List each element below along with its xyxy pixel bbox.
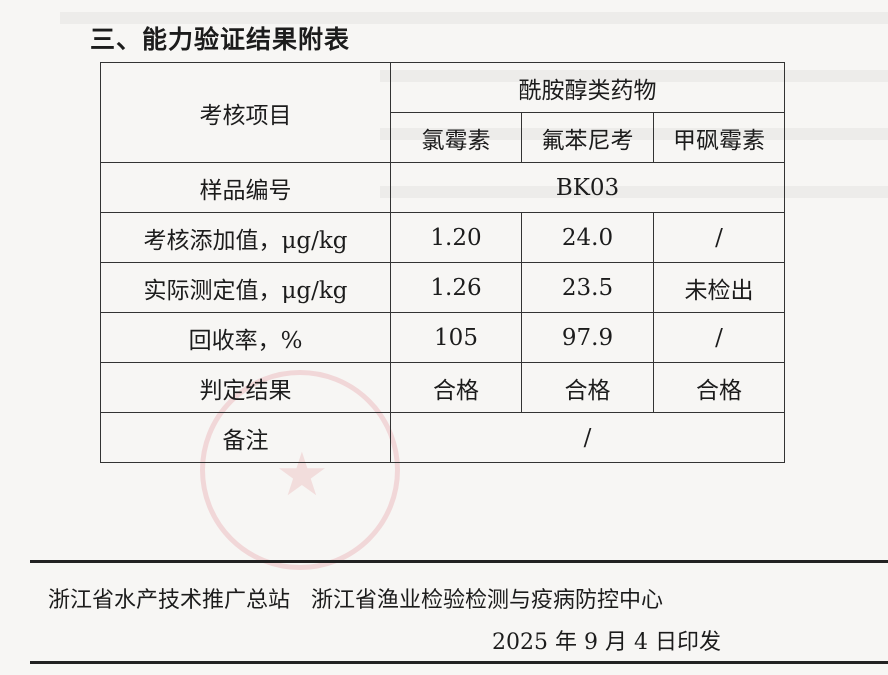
row-label: 实际测定值，μg/kg (100, 262, 391, 313)
issue-date: 2025 年 9 月 4 日印发 (492, 630, 721, 655)
cell: 合格 (390, 362, 522, 413)
table-row: 实际测定值，μg/kg 1.26 23.5 未检出 (100, 262, 785, 313)
footer-top-rule (30, 560, 888, 563)
table-row: 考核添加值，μg/kg 1.20 24.0 / (100, 212, 785, 263)
row-label: 备注 (100, 412, 391, 463)
cell: 合格 (521, 362, 654, 413)
footer-bottom-rule (30, 661, 888, 664)
table-row: 判定结果 合格 合格 合格 (100, 362, 785, 413)
row-label: 考核添加值，μg/kg (100, 212, 391, 263)
cell: / (653, 312, 785, 363)
org-2: 浙江省渔业检验检测与疫病防控中心 (311, 588, 664, 613)
cell: 未检出 (653, 262, 785, 313)
issuing-organizations: 浙江省水产技术推广总站 浙江省渔业检验检测与疫病防控中心 (48, 582, 663, 614)
section-title: 三、能力验证结果附表 (90, 25, 351, 54)
drug-header: 氟苯尼考 (521, 112, 654, 163)
org-1: 浙江省水产技术推广总站 (48, 588, 291, 613)
drug-header: 甲砜霉素 (653, 112, 785, 163)
group-header: 酰胺醇类药物 (390, 62, 785, 113)
drug-header: 氯霉素 (390, 112, 522, 163)
cell: 24.0 (521, 212, 654, 263)
table-row: 样品编号 BK03 (100, 162, 785, 213)
table-row: 回收率，% 105 97.9 / (100, 312, 785, 363)
cell: 23.5 (521, 262, 654, 313)
show-through-text (60, 12, 888, 24)
cell: 1.20 (390, 212, 522, 263)
cell: 105 (390, 312, 522, 363)
cell: 合格 (653, 362, 785, 413)
table-row: 备注 / (100, 412, 785, 463)
sample-id: BK03 (390, 162, 785, 213)
row-label: 判定结果 (100, 362, 391, 413)
cell: / (653, 212, 785, 263)
cell: 97.9 (521, 312, 654, 363)
row-label: 回收率，% (100, 312, 391, 363)
cell: 1.26 (390, 262, 522, 313)
results-table: 考核项目 酰胺醇类药物 氯霉素 氟苯尼考 甲砜霉素 样品编号 BK03 考核添加… (100, 62, 785, 463)
remark-value: / (390, 412, 785, 463)
row-label: 样品编号 (100, 162, 391, 213)
item-header: 考核项目 (100, 62, 391, 163)
